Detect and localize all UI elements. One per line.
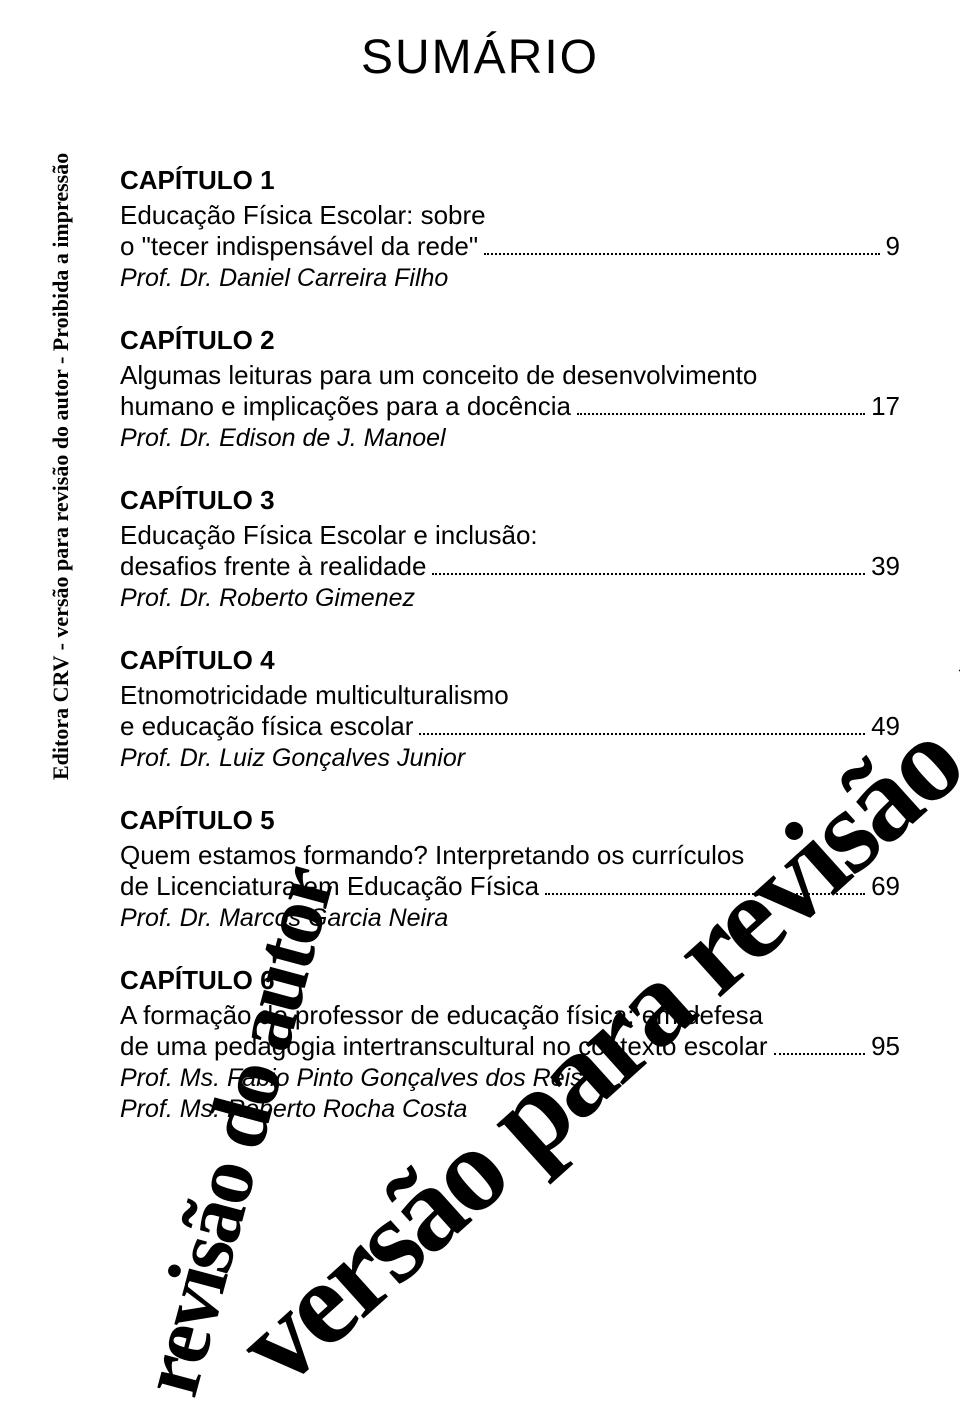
leader-dots (432, 573, 865, 575)
page-number: 9 (886, 231, 900, 262)
chapter-entry: CAPÍTULO 4 Etnomotricidade multicultural… (120, 645, 900, 773)
page-number: 95 (871, 1031, 900, 1062)
leader-dots (484, 253, 879, 255)
chapter-title-last: e educação física escolar (120, 711, 413, 742)
chapter-label: CAPÍTULO 4 (120, 645, 900, 676)
chapter-title-last: de uma pedagogia intertranscultural no c… (120, 1031, 768, 1062)
chapter-title-line: Educação Física Escolar e inclusão: (120, 520, 900, 551)
page-number: 69 (871, 871, 900, 902)
page-number: 39 (871, 551, 900, 582)
chapter-title-line: Educação Física Escolar: sobre (120, 200, 900, 231)
chapter-title-last: desafios frente à realidade (120, 551, 426, 582)
chapter-author: Prof. Dr. Marcos Garcia Neira (120, 904, 900, 933)
chapter-author: Prof. Dr. Daniel Carreira Filho (120, 264, 900, 293)
chapter-entry: CAPÍTULO 1 Educação Física Escolar: sobr… (120, 165, 900, 293)
chapter-label: CAPÍTULO 5 (120, 805, 900, 836)
chapter-title-last: o "tecer indispensável da rede" (120, 231, 478, 262)
chapter-label: CAPÍTULO 2 (120, 325, 900, 356)
chapter-label: CAPÍTULO 6 (120, 965, 900, 996)
document-page: Editora CRV - versão para revisão do aut… (0, 0, 960, 1358)
toc-container: CAPÍTULO 1 Educação Física Escolar: sobr… (120, 165, 900, 1124)
chapter-title-last: de Licenciatura em Educação Física (120, 871, 539, 902)
chapter-title-last: humano e implicações para a docência (120, 391, 571, 422)
publisher-side-label: Editora CRV - versão para revisão do aut… (48, 153, 74, 780)
page-title: SUMÁRIO (60, 30, 900, 85)
chapter-label: CAPÍTULO 1 (120, 165, 900, 196)
chapter-author: Prof. Dr. Roberto Gimenez (120, 584, 900, 613)
chapter-author: Prof. Dr. Luiz Gonçalves Junior (120, 744, 900, 773)
page-number: 49 (871, 711, 900, 742)
chapter-author: Prof. Ms. Fabio Pinto Gonçalves dos Reis (120, 1064, 900, 1093)
chapter-entry: CAPÍTULO 6 A formação do professor de ed… (120, 965, 900, 1124)
leader-dots (577, 413, 865, 415)
chapter-entry: CAPÍTULO 2 Algumas leituras para um conc… (120, 325, 900, 453)
chapter-title-line: A formação do professor de educação físi… (120, 1000, 900, 1031)
leader-dots (419, 733, 865, 735)
chapter-title-line: Etnomotricidade multiculturalismo (120, 680, 900, 711)
leader-dots (774, 1053, 866, 1055)
chapter-author: Prof. Dr. Edison de J. Manoel (120, 424, 900, 453)
leader-dots (545, 893, 865, 895)
chapter-entry: CAPÍTULO 5 Quem estamos formando? Interp… (120, 805, 900, 933)
chapter-author: Prof. Ms. Roberto Rocha Costa (120, 1095, 900, 1124)
chapter-label: CAPÍTULO 3 (120, 485, 900, 516)
page-number: 17 (871, 391, 900, 422)
chapter-entry: CAPÍTULO 3 Educação Física Escolar e inc… (120, 485, 900, 613)
chapter-title-line: Algumas leituras para um conceito de des… (120, 360, 900, 391)
chapter-title-line: Quem estamos formando? Interpretando os … (120, 840, 900, 871)
